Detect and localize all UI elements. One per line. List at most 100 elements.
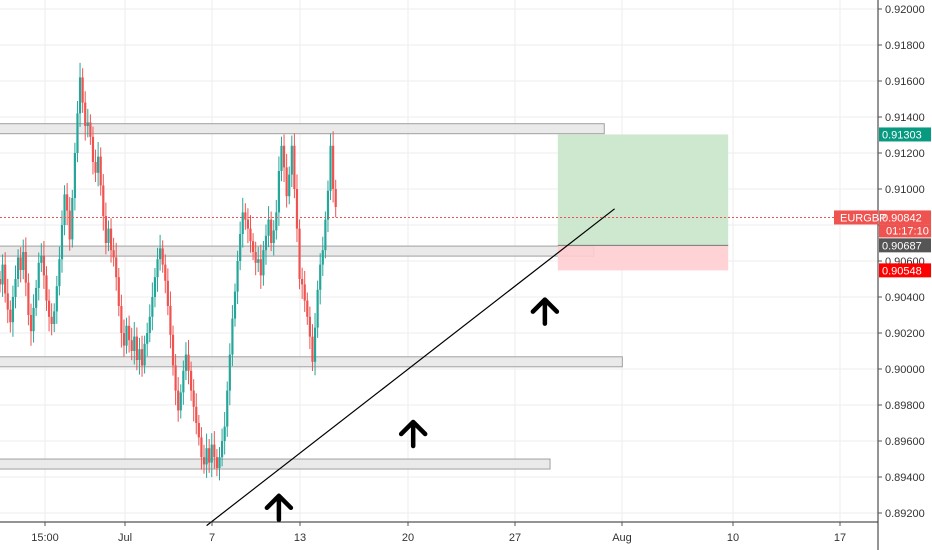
candle-body xyxy=(210,444,213,463)
candle-body xyxy=(270,219,273,243)
candle-body xyxy=(60,225,64,260)
candle-body xyxy=(257,259,260,263)
candle-body xyxy=(76,113,79,153)
candle-body xyxy=(306,300,309,317)
candle-body xyxy=(22,252,25,270)
y-tick-label: 0.91200 xyxy=(885,148,925,160)
support-resistance-zone xyxy=(0,245,595,257)
y-tick-label: 0.90400 xyxy=(885,292,925,304)
candle-body xyxy=(226,390,229,427)
countdown-tag-bg xyxy=(879,224,931,238)
candle-body xyxy=(19,257,22,270)
candle-body xyxy=(298,228,301,279)
candle-body xyxy=(40,255,43,263)
annotations xyxy=(206,208,615,527)
y-tick-label: 0.89800 xyxy=(885,400,925,412)
x-tick-label: 13 xyxy=(294,532,306,544)
candle-body xyxy=(275,212,278,231)
x-tick-label: 10 xyxy=(727,532,739,544)
candle-body xyxy=(24,252,27,283)
candle-body xyxy=(254,252,257,263)
candle-body xyxy=(213,444,216,458)
candle-body xyxy=(244,212,247,220)
candle-body xyxy=(171,334,175,366)
entry-price-tag-bg xyxy=(879,238,931,253)
candle-body xyxy=(231,318,234,355)
candle-body xyxy=(249,228,252,242)
candle-body xyxy=(200,437,203,458)
candle-body xyxy=(94,162,97,173)
candle-body xyxy=(153,277,157,297)
candle-body xyxy=(218,457,221,468)
y-tick-label: 0.91400 xyxy=(885,112,925,124)
candle-body xyxy=(267,219,270,236)
candle-body xyxy=(104,216,107,243)
trendline[interactable] xyxy=(206,208,615,527)
candle-body xyxy=(11,297,15,323)
candle-body xyxy=(68,210,71,240)
candle-body xyxy=(324,219,327,251)
y-tick-label: 0.91800 xyxy=(885,40,925,52)
candle-body xyxy=(197,423,200,438)
x-tick-label: 20 xyxy=(402,532,414,544)
candle-body xyxy=(187,354,190,371)
y-tick-label: 0.89400 xyxy=(885,472,925,484)
candle-body xyxy=(272,230,275,243)
candle-body xyxy=(42,255,45,276)
candle-body xyxy=(81,77,84,103)
candle-body xyxy=(86,122,89,126)
candle-body xyxy=(259,259,262,276)
target-price-tag: 0.91303 xyxy=(882,129,922,141)
candle-body xyxy=(285,167,288,197)
support-resistance-zone xyxy=(0,123,605,135)
candle-body xyxy=(311,336,314,362)
candle-body xyxy=(184,354,188,371)
candle-body xyxy=(148,316,151,333)
candle-body xyxy=(282,145,286,168)
symbol-tag: EURGBP xyxy=(840,212,886,224)
candle-body xyxy=(308,316,311,337)
x-tick-label: Aug xyxy=(612,532,632,544)
candle-body xyxy=(236,261,239,292)
candles xyxy=(0,62,337,481)
candle-body xyxy=(316,289,319,328)
candle-body xyxy=(117,277,120,306)
entry-price-tag: 0.90687 xyxy=(882,240,922,252)
y-tick-label: 0.92000 xyxy=(885,4,925,16)
candle-body xyxy=(130,340,133,351)
candle-body xyxy=(233,291,237,319)
candle-body xyxy=(0,279,2,285)
candle-body xyxy=(78,77,82,114)
candle-body xyxy=(174,365,177,391)
long-position-tool[interactable] xyxy=(557,134,729,271)
candle-body xyxy=(280,145,283,171)
candle-body xyxy=(4,264,7,294)
candle-body xyxy=(16,257,20,279)
take-profit-zone[interactable] xyxy=(557,134,729,246)
candle-body xyxy=(277,171,280,213)
candle-body xyxy=(55,286,58,312)
up-arrow-icon xyxy=(398,419,428,449)
countdown-tag: 01:17:10 xyxy=(886,225,929,237)
candle-body xyxy=(73,153,76,198)
candle-body xyxy=(189,370,193,391)
grid xyxy=(0,0,878,522)
candle-body xyxy=(161,248,164,265)
candle-body xyxy=(166,280,169,306)
candle-body xyxy=(135,336,138,360)
candle-body xyxy=(84,102,87,126)
candle-body xyxy=(115,257,118,278)
candle-body xyxy=(182,370,185,393)
candle-body xyxy=(125,325,128,346)
candle-body xyxy=(205,448,208,465)
candle-body xyxy=(97,156,100,173)
symbol-tag-bg xyxy=(834,210,878,225)
candle-body xyxy=(120,306,123,333)
candle-body xyxy=(66,194,69,211)
candle-body xyxy=(1,264,4,285)
stop-loss-zone[interactable] xyxy=(557,245,729,271)
candle-body xyxy=(303,284,306,301)
